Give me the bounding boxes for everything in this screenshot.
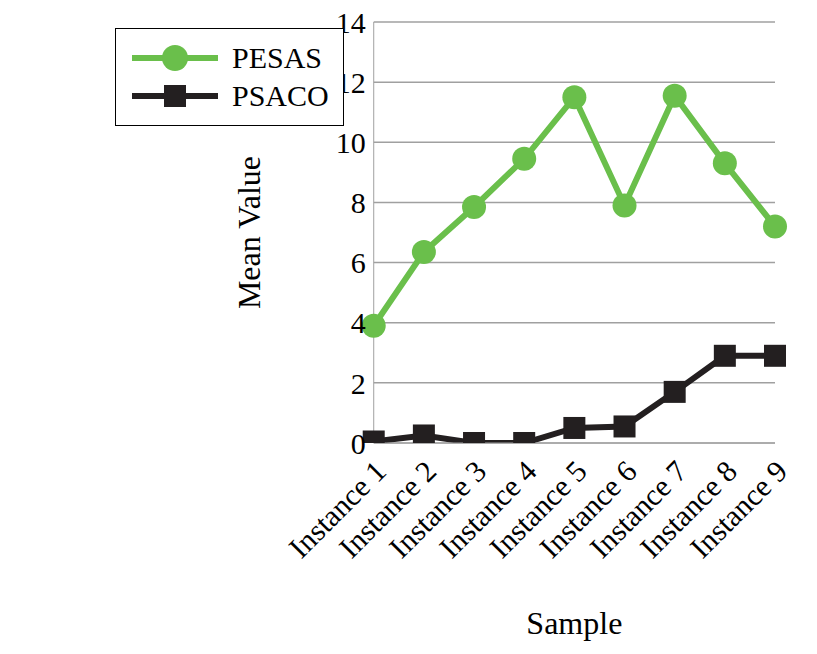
svg-text:Instance 2: Instance 2 [332, 454, 443, 564]
html-text:PESAS: PESAS [232, 41, 322, 74]
svg-text:2: 2 [351, 367, 366, 400]
svg-text:10: 10 [336, 126, 366, 159]
svg-text:0: 0 [351, 427, 366, 460]
svg-text:Sample: Sample [526, 605, 622, 641]
svg-text:Instance 8: Instance 8 [633, 454, 744, 564]
svg-text:Instance 1: Instance 1 [282, 454, 393, 564]
svg-text:12: 12 [336, 66, 366, 99]
svg-text:Instance 6: Instance 6 [533, 454, 643, 564]
svg-text:Instance 3: Instance 3 [382, 454, 493, 564]
svg-text:14: 14 [336, 6, 366, 39]
svg-text:Mean Value: Mean Value [231, 156, 267, 309]
svg-text:4: 4 [351, 306, 366, 339]
svg-text:Instance 5: Instance 5 [482, 454, 593, 564]
svg-text:Instance 9: Instance 9 [683, 454, 793, 564]
html-text:PSACO: PSACO [232, 79, 329, 112]
svg-text:6: 6 [351, 246, 366, 279]
svg-text:8: 8 [351, 186, 366, 219]
svg-text:Instance 4: Instance 4 [432, 454, 543, 564]
svg-text:Instance 7: Instance 7 [583, 454, 694, 564]
